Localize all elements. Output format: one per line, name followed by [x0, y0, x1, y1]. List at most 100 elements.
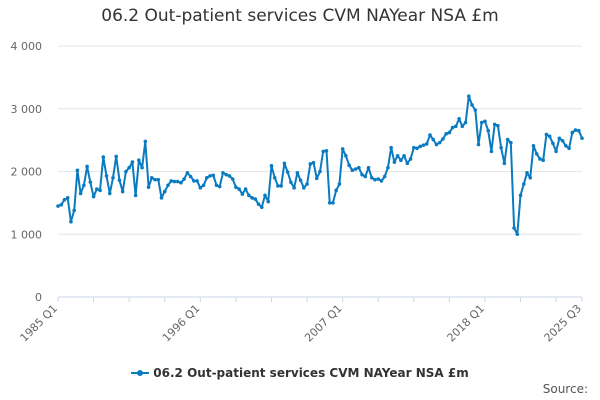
- data-point: [82, 183, 86, 188]
- data-point: [78, 191, 83, 196]
- data-point: [140, 165, 144, 170]
- data-point: [250, 196, 254, 200]
- data-point: [357, 165, 361, 170]
- data-point: [366, 165, 371, 170]
- data-point: [289, 180, 293, 184]
- data-point: [143, 139, 148, 144]
- data-point: [470, 103, 474, 107]
- source-label: Source:: [542, 382, 588, 396]
- data-point: [489, 149, 494, 154]
- data-point: [334, 188, 338, 193]
- data-point: [441, 137, 445, 141]
- data-point: [175, 179, 180, 184]
- data-point: [211, 173, 216, 178]
- data-point: [557, 136, 562, 141]
- data-point: [344, 154, 348, 158]
- data-point: [214, 183, 219, 188]
- data-point: [463, 120, 468, 125]
- data-point: [386, 165, 390, 170]
- data-point: [518, 193, 523, 198]
- data-point: [65, 196, 70, 200]
- data-point: [146, 185, 151, 189]
- data-point: [570, 130, 575, 135]
- data-point: [208, 174, 212, 178]
- data-point: [75, 168, 80, 173]
- data-point: [447, 130, 452, 135]
- y-tick-label: 1 000: [11, 228, 43, 241]
- data-point: [269, 164, 274, 168]
- data-point: [153, 177, 157, 182]
- data-point: [580, 136, 584, 141]
- data-point: [256, 202, 261, 206]
- data-point: [340, 147, 345, 151]
- legend[interactable]: 06.2 Out-patient services CVM NAYear NSA…: [0, 366, 600, 380]
- legend-swatch: [131, 369, 150, 376]
- data-point: [198, 186, 203, 190]
- data-point: [311, 160, 316, 165]
- x-tick-label: 1985 Q1: [18, 302, 61, 345]
- data-point: [534, 152, 539, 156]
- data-point: [227, 174, 232, 178]
- x-tick-label: 2018 Q1: [445, 302, 488, 345]
- data-point: [531, 143, 536, 148]
- data-point: [98, 188, 102, 193]
- data-point: [234, 185, 238, 189]
- data-point: [282, 161, 287, 166]
- data-point: [502, 161, 507, 166]
- x-tick-label: 1996 Q1: [160, 302, 203, 345]
- data-point: [573, 128, 578, 132]
- data-point: [111, 175, 115, 180]
- data-point: [276, 184, 280, 188]
- y-tick-label: 4 000: [11, 40, 43, 53]
- data-point: [554, 149, 558, 154]
- data-point: [104, 174, 109, 178]
- data-point: [156, 177, 161, 182]
- data-point: [130, 160, 135, 164]
- data-point: [350, 168, 355, 173]
- data-point: [308, 162, 313, 166]
- data-point: [402, 154, 406, 158]
- data-point: [133, 193, 138, 198]
- data-point: [137, 158, 141, 163]
- data-point: [114, 154, 119, 159]
- data-point: [551, 141, 555, 146]
- data-point: [182, 177, 186, 181]
- data-point: [314, 176, 319, 181]
- data-point: [124, 169, 128, 174]
- data-point: [382, 174, 387, 179]
- data-point: [91, 194, 96, 199]
- data-point: [421, 143, 426, 147]
- data-point: [224, 172, 228, 177]
- data-point: [169, 179, 174, 183]
- data-point: [418, 144, 423, 149]
- data-point: [185, 170, 190, 175]
- data-point: [107, 191, 112, 196]
- data-point: [369, 175, 374, 180]
- data-point: [302, 186, 306, 190]
- data-point: [253, 197, 258, 201]
- data-point: [95, 187, 99, 191]
- data-point: [72, 208, 76, 213]
- data-point: [412, 145, 416, 150]
- data-point: [373, 177, 377, 182]
- data-point: [444, 132, 448, 136]
- legend-label: 06.2 Out-patient services CVM NAYear NSA…: [153, 366, 469, 380]
- data-point: [460, 124, 465, 129]
- data-point: [392, 160, 397, 164]
- data-point: [279, 184, 283, 188]
- data-point: [486, 128, 490, 133]
- data-point: [240, 192, 245, 196]
- series-line: [57, 95, 583, 236]
- data-point: [56, 204, 60, 208]
- data-point: [318, 169, 322, 174]
- data-point: [389, 145, 393, 150]
- data-point: [305, 182, 309, 186]
- data-point: [321, 149, 326, 154]
- data-point: [431, 137, 436, 142]
- data-point: [195, 179, 199, 183]
- data-point: [505, 137, 510, 142]
- data-point: [217, 184, 222, 189]
- data-point: [59, 202, 64, 207]
- data-point: [159, 196, 164, 200]
